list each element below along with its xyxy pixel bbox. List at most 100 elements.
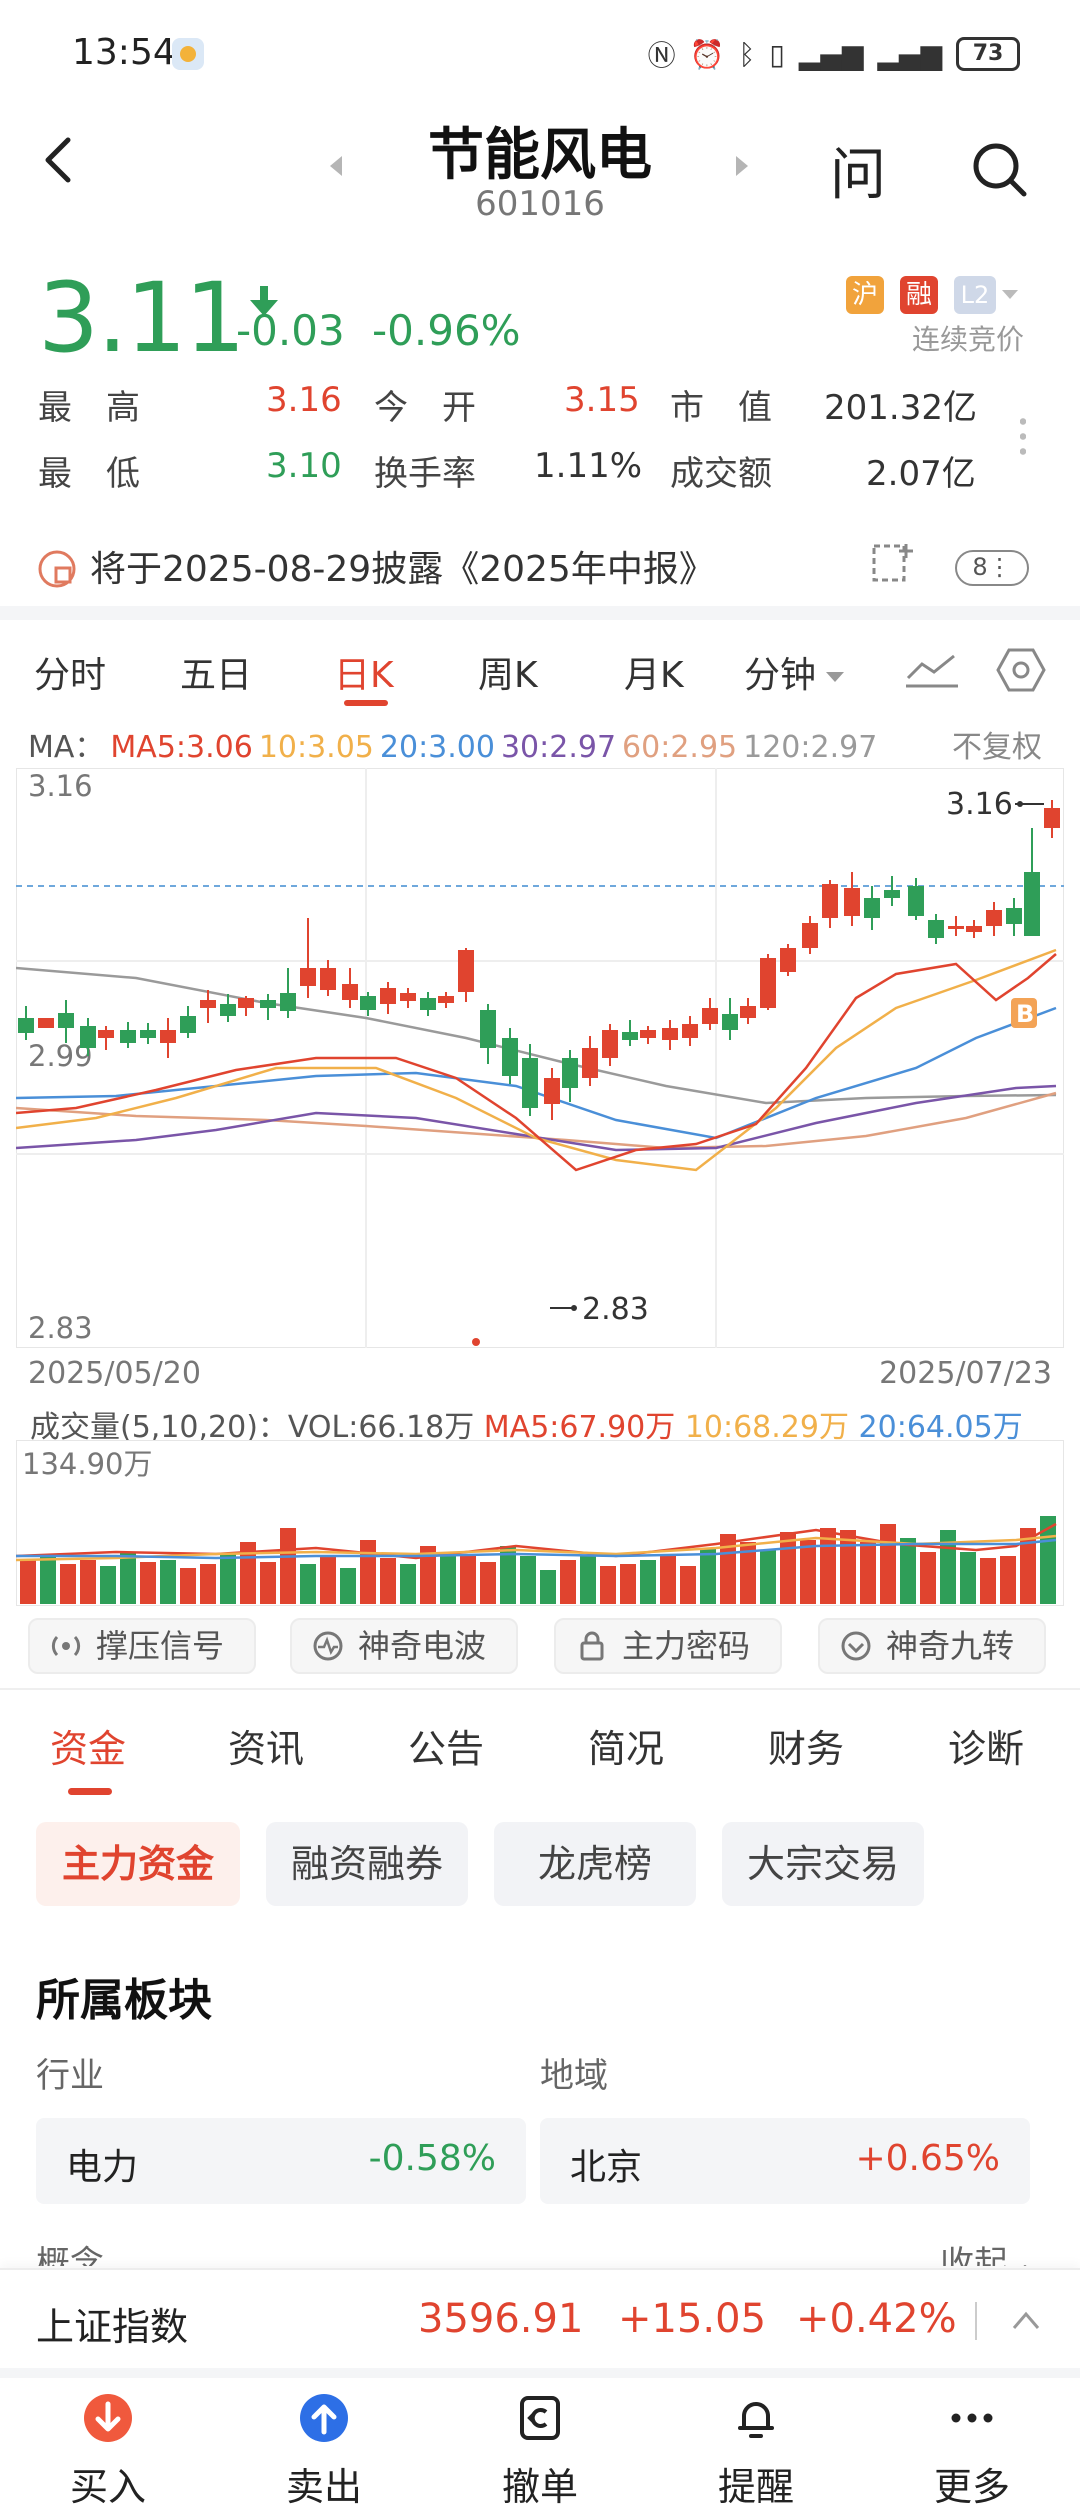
chevron-down-icon[interactable] (1002, 290, 1018, 299)
tab-announcements[interactable]: 公告 (408, 1727, 485, 1771)
signal-magic-wave[interactable]: 神奇电波 (290, 1618, 518, 1674)
ma5-line (16, 953, 1057, 1172)
candle (640, 1030, 656, 1038)
subtab-margin[interactable]: 融资融券 (266, 1822, 468, 1906)
candle (602, 1030, 618, 1058)
report-notice[interactable]: 将于2025-08-29披露《2025年中报》 8⋮ (0, 520, 1080, 606)
tab-daily-k[interactable]: 日K (334, 655, 394, 696)
status-icons: Ⓝ ⏰ ᛒ ▯ ▂▄▆ ▂▄▆ 73 (648, 34, 1020, 74)
tab-five-day[interactable]: 五日 (180, 655, 253, 696)
candle (582, 1048, 598, 1078)
turnover-value: 1.11% (534, 446, 643, 486)
index-change: +15.05 (618, 2296, 767, 2342)
mcap-label: 市 值 (670, 388, 772, 428)
ma-legend: MA： MA5:3.06 10:3.05 20:3.00 30:2.97 60:2.95 1… (28, 722, 883, 766)
tab-diagnosis[interactable]: 诊断 (948, 1727, 1025, 1771)
ma20-value: 20:3.00 (379, 730, 495, 765)
candle (722, 1014, 738, 1030)
sell-button[interactable]: 卖出 (216, 2378, 432, 2520)
notice-count[interactable]: 8⋮ (955, 550, 1029, 586)
volume-chart[interactable]: 134.90万 (16, 1440, 1064, 1606)
tab-intraday[interactable]: 分时 (34, 655, 107, 696)
candle (380, 988, 396, 1004)
ma30-line (16, 1084, 1057, 1152)
subtab-block-trade[interactable]: 大宗交易 (722, 1822, 924, 1906)
report-icon (38, 550, 76, 588)
tab-monthly-k[interactable]: 月K (624, 655, 684, 696)
ma5-value: MA5:3.06 (110, 730, 253, 765)
last-price: 3.11 (38, 262, 246, 374)
volume-bar (700, 1548, 716, 1604)
prev-stock-icon[interactable] (330, 156, 342, 176)
candle (864, 898, 880, 918)
alarm-icon: ⏰ (689, 37, 725, 71)
back-icon[interactable] (30, 130, 90, 190)
subtab-main-funds[interactable]: 主力资金 (36, 1822, 240, 1906)
signal-label: 神奇电波 (358, 1627, 487, 1665)
search-icon[interactable] (970, 140, 1030, 200)
candle (908, 886, 924, 916)
candle (1024, 872, 1040, 936)
tab-news[interactable]: 资讯 (228, 1727, 305, 1771)
cancel-order-button[interactable]: 撤单 (432, 2378, 648, 2520)
amount-label: 成交额 (670, 454, 772, 494)
volume-bar (480, 1562, 496, 1604)
collapse-label: 收起 (940, 2244, 1008, 2266)
collapse-button[interactable]: 收起︿ (940, 2236, 1042, 2266)
region-change: +0.65% (855, 2138, 1000, 2179)
volume-bar (640, 1560, 656, 1604)
candle (420, 998, 436, 1010)
max-price-label: 3.16 (946, 787, 1013, 822)
signal-label: 撑压信号 (96, 1627, 225, 1665)
more-button[interactable]: 更多 (864, 2378, 1080, 2520)
divider (0, 606, 1080, 620)
index-bar[interactable]: 上证指数 3596.91 +15.05 +0.42% (0, 2268, 1080, 2368)
kline-chart[interactable]: 3.16 2.99 2.83 3.16 2.83 B (16, 768, 1064, 1348)
signal-magic-nine[interactable]: 神奇九转 (818, 1618, 1046, 1674)
region-card[interactable]: 北京 +0.65% (540, 2118, 1030, 2204)
l2-badge[interactable]: L2 (954, 276, 996, 314)
chevron-up-icon[interactable] (1012, 2310, 1040, 2330)
volume-bar (920, 1552, 936, 1604)
signal-main-force-code[interactable]: 主力密码 (554, 1618, 782, 1674)
volume-bar (520, 1556, 536, 1604)
candle (200, 1000, 216, 1008)
industry-card[interactable]: 电力 -0.58% (36, 2118, 526, 2204)
tab-weekly-k[interactable]: 周K (478, 655, 538, 696)
index-name: 上证指数 (36, 2305, 189, 2349)
candle (280, 993, 296, 1011)
concept-label: 概念 (36, 2244, 104, 2266)
header: 节能风电 601016 问 (0, 100, 1080, 240)
buy-button[interactable]: 买入 (0, 2378, 216, 2520)
volume-max-label: 134.90万 (22, 1447, 152, 1481)
ma120-value: 120:2.97 (743, 730, 878, 765)
next-stock-icon[interactable] (736, 156, 748, 176)
candle (220, 1004, 236, 1016)
ask-button[interactable]: 问 (830, 143, 886, 208)
draw-line-icon[interactable] (904, 650, 960, 690)
candle (80, 1026, 96, 1048)
add-widget-icon[interactable] (870, 540, 916, 586)
volume-bar (860, 1542, 876, 1604)
min-price-label: 2.83 (582, 1292, 649, 1327)
tab-funds[interactable]: 资金 (50, 1727, 127, 1771)
subtab-dragon-tiger[interactable]: 龙虎榜 (494, 1822, 696, 1906)
tab-profile[interactable]: 简况 (588, 1727, 665, 1771)
more-label: 更多 (933, 2465, 1010, 2509)
period-tabs: 分时 五日 日K 周K 月K 分钟 (0, 630, 1080, 710)
volume-bar (360, 1540, 376, 1604)
adjust-mode[interactable]: 不复权 (952, 730, 1042, 765)
more-vert-icon[interactable] (1020, 414, 1026, 458)
volume-bar (900, 1538, 916, 1604)
tab-minute[interactable]: 分钟 (744, 646, 845, 698)
weather-icon (172, 38, 204, 70)
tab-financials[interactable]: 财务 (768, 1727, 845, 1771)
settings-icon[interactable] (996, 646, 1046, 694)
volume-bar (220, 1554, 236, 1604)
cancel-order-icon (520, 2396, 560, 2440)
nfc-icon: Ⓝ (647, 39, 676, 72)
divider (0, 1688, 1080, 1690)
signal-support-pressure[interactable]: 撑压信号 (28, 1618, 256, 1674)
status-time: 13:54 (72, 32, 176, 73)
alert-button[interactable]: 提醒 (648, 2378, 864, 2520)
